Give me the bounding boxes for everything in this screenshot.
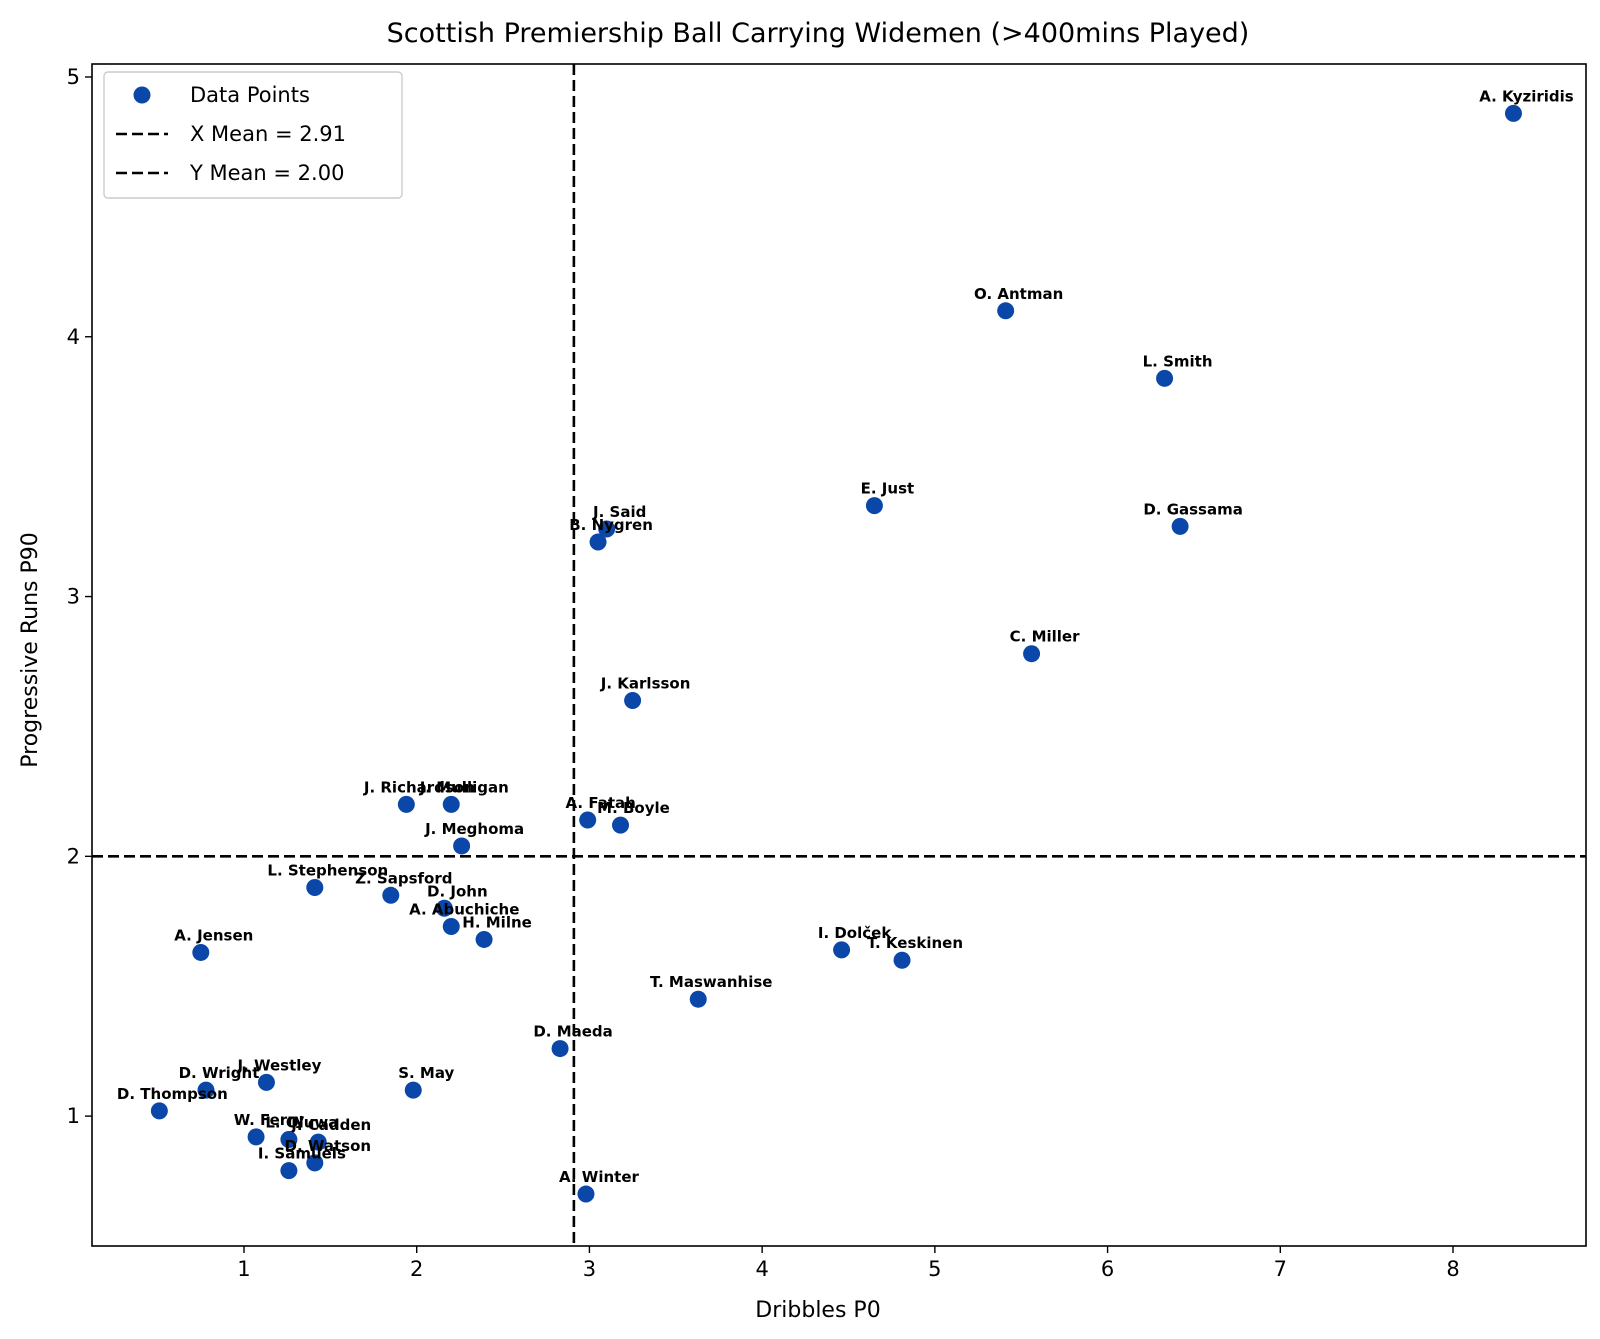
point-label: D. Thompson: [117, 1085, 228, 1103]
y-axis-label: Progressive Runs P90: [18, 532, 43, 767]
point-label: L. Stephenson: [267, 862, 388, 880]
x-tick-label: 3: [583, 1257, 596, 1281]
data-point: [893, 951, 911, 969]
legend: Data Points X Mean = 2.91 Y Mean = 2.00: [103, 71, 403, 199]
chart-title: Scottish Premiership Ball Carrying Widem…: [387, 18, 1250, 49]
data-point: [306, 1154, 324, 1172]
point-label: A. Winter: [559, 1168, 640, 1186]
point-label: W. Ferry: [234, 1111, 305, 1129]
point-label: D. Watson: [285, 1137, 372, 1155]
point-label: B. Nygren: [569, 516, 653, 534]
data-point: [577, 1185, 595, 1203]
data-point: [612, 816, 630, 834]
data-point: [865, 497, 883, 515]
data-point: [280, 1130, 298, 1148]
data-point: [1504, 104, 1522, 122]
point-label: D. Wright: [179, 1064, 260, 1082]
data-point: [442, 917, 460, 935]
data-point: [309, 1133, 327, 1151]
x-axis-label: Dribbles P0: [755, 1298, 880, 1323]
x-tick-label: 4: [755, 1257, 768, 1281]
x-tick-label: 2: [410, 1257, 423, 1281]
point-label: S. May: [398, 1064, 454, 1082]
data-point: [197, 1081, 215, 1099]
y-tick-label: 1: [67, 1104, 80, 1128]
data-point: [404, 1081, 422, 1099]
data-point: [579, 811, 597, 829]
y-tick-label: 4: [67, 325, 80, 349]
data-point: [1171, 517, 1189, 535]
point-label: O. Antman: [974, 285, 1063, 303]
data-point: [997, 302, 1015, 320]
point-label: I. Samuels: [258, 1145, 346, 1163]
point-label: J. Mulligan: [419, 778, 509, 796]
point-label: D. John: [427, 882, 488, 900]
point-label: A. Kyziridis: [1479, 87, 1574, 105]
point-label: E. Just: [861, 480, 915, 498]
point-label: Z. Sapsford: [355, 869, 452, 887]
data-point: [551, 1040, 569, 1058]
data-point: [833, 941, 851, 959]
x-tick-label: 7: [1274, 1257, 1287, 1281]
x-tick-label: 6: [1101, 1257, 1114, 1281]
data-point: [624, 691, 642, 709]
y-tick-label: 3: [67, 585, 80, 609]
data-point: [442, 795, 460, 813]
point-label: J. Meghoma: [424, 820, 524, 838]
point-label: J. Westley: [236, 1056, 321, 1074]
point-label: J. Richardson: [363, 778, 475, 796]
x-tick-label: 8: [1446, 1257, 1459, 1281]
data-point: [150, 1102, 168, 1120]
point-label: M. Boyle: [597, 799, 670, 817]
data-point: [257, 1073, 275, 1091]
point-label: D. Gassama: [1143, 500, 1243, 518]
point-label: I. Dolček: [818, 924, 892, 942]
point-label: A. Fatah: [566, 794, 636, 812]
data-point: [435, 899, 453, 917]
point-label: J. Karlsson: [600, 674, 691, 692]
data-point: [1156, 369, 1174, 387]
legend-marker-points: [133, 86, 151, 104]
point-label: J. Cadden: [290, 1116, 371, 1134]
y-tick-label: 2: [67, 844, 80, 868]
point-label: T. Maswanhise: [650, 973, 772, 991]
point-label: A. Jensen: [174, 926, 253, 944]
point-label: J. Said: [592, 503, 646, 521]
data-point: [475, 930, 493, 948]
data-point: [397, 795, 415, 813]
x-tick-label: 1: [237, 1257, 250, 1281]
data-point: [598, 520, 616, 538]
point-label: L. Oluwa: [265, 1113, 338, 1131]
data-point: [382, 886, 400, 904]
point-label: C. Miller: [1010, 628, 1080, 646]
legend-entry: X Mean = 2.91: [190, 122, 346, 146]
data-point: [1023, 645, 1041, 663]
point-label: D. Maeda: [533, 1023, 612, 1041]
data-point: [689, 990, 707, 1008]
data-point: [589, 533, 607, 551]
plot-frame: [91, 63, 1587, 1247]
point-label: H. Milne: [462, 913, 532, 931]
point-label: T. Keskinen: [867, 934, 963, 952]
data-point: [306, 879, 324, 897]
legend-entry: Y Mean = 2.00: [189, 161, 344, 185]
x-tick-label: 5: [928, 1257, 941, 1281]
point-label: L. Smith: [1143, 352, 1213, 370]
y-tick-label: 5: [67, 65, 80, 89]
legend-entry: Data Points: [190, 83, 310, 107]
legend-box: [103, 71, 403, 199]
data-point: [280, 1162, 298, 1180]
data-point: [453, 837, 471, 855]
data-point: [192, 943, 210, 961]
data-point: [247, 1128, 265, 1146]
point-label: A. Abuchiche: [409, 900, 519, 918]
